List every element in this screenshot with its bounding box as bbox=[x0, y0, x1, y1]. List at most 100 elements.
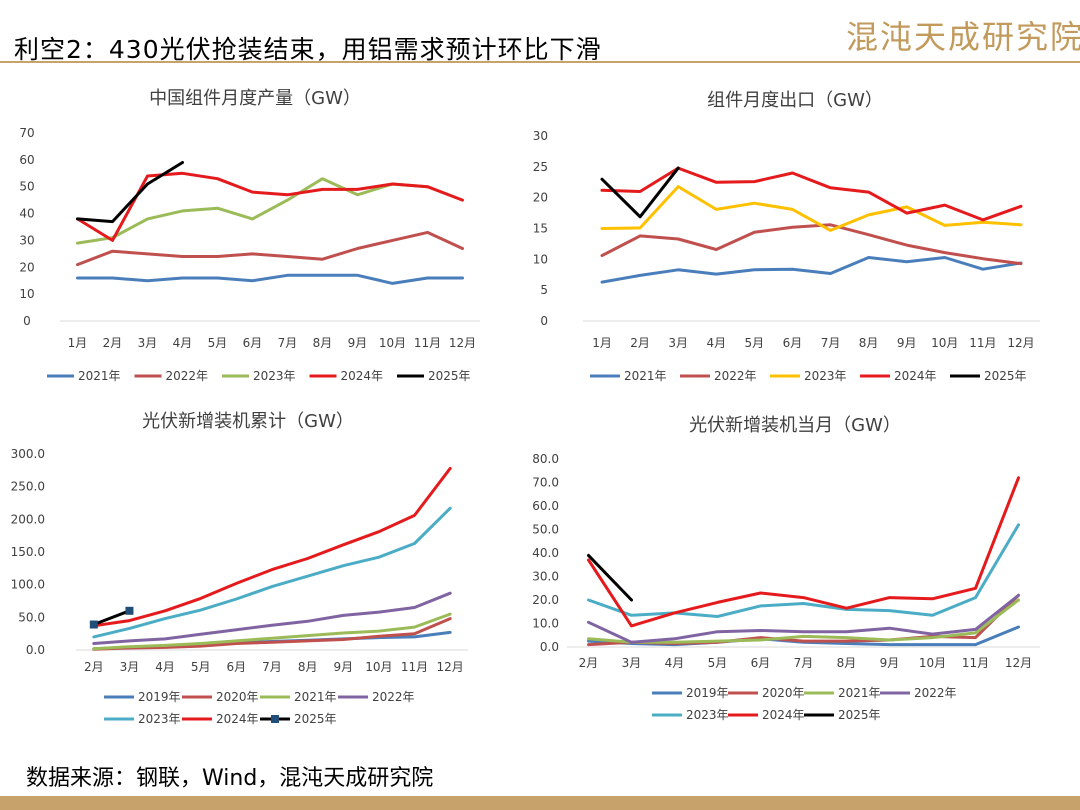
legend-label: 2022年 bbox=[714, 369, 757, 383]
y-tick-label: 300.0 bbox=[11, 447, 45, 461]
y-tick-label: 200.0 bbox=[11, 512, 45, 526]
x-tick-label: 7月 bbox=[278, 336, 298, 350]
legend-label: 2023年 bbox=[686, 708, 729, 722]
x-tick-label: 6月 bbox=[783, 336, 803, 350]
x-tick-label: 2月 bbox=[103, 336, 123, 350]
y-tick-label: 0.0 bbox=[540, 640, 559, 654]
legend-label: 2024年 bbox=[894, 369, 937, 383]
series-line-2023年 bbox=[92, 506, 452, 639]
legend-label: 2025年 bbox=[838, 708, 881, 722]
series-line-2021年 bbox=[587, 598, 1020, 644]
x-tick-label: 4月 bbox=[155, 660, 175, 674]
y-tick-label: 40.0 bbox=[532, 546, 559, 560]
legend-label: 2019年 bbox=[686, 686, 729, 700]
legend-label: 2025年 bbox=[984, 369, 1027, 383]
data-source-note: 数据来源：钢联，Wind，混沌天成研究院 bbox=[26, 766, 434, 791]
x-tick-label: 5月 bbox=[191, 660, 211, 674]
y-tick-label: 10 bbox=[533, 252, 548, 266]
legend-label: 2025年 bbox=[294, 712, 337, 726]
x-tick-label: 6月 bbox=[243, 336, 263, 350]
y-tick-label: 30.0 bbox=[532, 570, 559, 584]
legend-label: 2021年 bbox=[294, 690, 337, 704]
y-tick-label: 0 bbox=[23, 314, 31, 328]
y-tick-label: 0.0 bbox=[26, 643, 45, 657]
y-tick-label: 70 bbox=[19, 126, 34, 140]
y-tick-label: 25 bbox=[533, 160, 548, 174]
series-line-2024年 bbox=[600, 166, 1023, 222]
y-tick-label: 10.0 bbox=[532, 617, 559, 631]
series-line-2023年 bbox=[587, 523, 1020, 618]
x-tick-label: 2月 bbox=[84, 660, 104, 674]
series-marker bbox=[125, 606, 134, 615]
y-tick-label: 30 bbox=[19, 233, 34, 247]
x-tick-label: 3月 bbox=[120, 660, 140, 674]
y-tick-label: 20 bbox=[19, 260, 34, 274]
y-tick-label: 15 bbox=[533, 222, 548, 236]
x-tick-label: 9月 bbox=[333, 660, 353, 674]
x-tick-label: 11月 bbox=[414, 336, 441, 350]
page-title: 利空2：430光伏抢装结束，用铝需求预计环比下滑 bbox=[14, 35, 602, 64]
legend-marker bbox=[271, 715, 279, 723]
legend-label: 2023年 bbox=[138, 712, 181, 726]
series-line-2022年 bbox=[600, 223, 1023, 266]
x-tick-label: 5月 bbox=[208, 336, 228, 350]
x-tick-label: 7月 bbox=[794, 656, 814, 670]
series-line-2022年 bbox=[92, 591, 452, 645]
x-tick-label: 11月 bbox=[401, 660, 428, 674]
legend-label: 2020年 bbox=[216, 690, 259, 704]
x-tick-label: 1月 bbox=[68, 336, 88, 350]
legend-label: 2025年 bbox=[428, 369, 471, 383]
y-tick-label: 50 bbox=[19, 180, 34, 194]
x-tick-label: 12月 bbox=[437, 660, 464, 674]
y-tick-label: 50.0 bbox=[18, 610, 45, 624]
x-tick-label: 2月 bbox=[630, 336, 650, 350]
legend-label: 2024年 bbox=[341, 369, 384, 383]
y-tick-label: 80.0 bbox=[532, 452, 559, 466]
x-tick-label: 3月 bbox=[668, 336, 688, 350]
series-line-2021年 bbox=[600, 256, 1023, 284]
x-tick-label: 8月 bbox=[859, 336, 879, 350]
y-tick-label: 5 bbox=[540, 283, 548, 297]
series-line-2025年 bbox=[76, 161, 184, 224]
chart-title: 中国组件月度产量（GW） bbox=[149, 88, 361, 109]
legend-label: 2020年 bbox=[762, 686, 805, 700]
series-line-2024年 bbox=[587, 476, 1020, 628]
x-tick-label: 12月 bbox=[1007, 336, 1034, 350]
legend-label: 2022年 bbox=[372, 690, 415, 704]
x-tick-label: 6月 bbox=[227, 660, 247, 674]
series-marker bbox=[89, 620, 98, 629]
legend-label: 2019年 bbox=[138, 690, 181, 704]
x-tick-label: 9月 bbox=[880, 656, 900, 670]
y-tick-label: 100.0 bbox=[11, 578, 45, 592]
series-line-2023年 bbox=[76, 177, 429, 245]
x-tick-label: 6月 bbox=[751, 656, 771, 670]
series-line-2021年 bbox=[92, 612, 452, 651]
y-tick-label: 70.0 bbox=[532, 476, 559, 490]
series-line-2024年 bbox=[76, 171, 464, 242]
x-tick-label: 12月 bbox=[1005, 656, 1032, 670]
y-tick-label: 250.0 bbox=[11, 480, 45, 494]
x-tick-label: 3月 bbox=[622, 656, 642, 670]
series-line-2025年 bbox=[600, 166, 680, 219]
y-tick-label: 30 bbox=[533, 129, 548, 143]
y-tick-label: 40 bbox=[19, 207, 34, 221]
series-line-2021年 bbox=[76, 273, 464, 285]
legend-label: 2023年 bbox=[804, 369, 847, 383]
footer-bar bbox=[0, 796, 1080, 810]
x-tick-label: 8月 bbox=[313, 336, 333, 350]
x-tick-label: 9月 bbox=[348, 336, 368, 350]
x-tick-label: 10月 bbox=[931, 336, 958, 350]
legend-label: 2021年 bbox=[78, 369, 121, 383]
header-divider bbox=[0, 61, 1080, 63]
x-tick-label: 10月 bbox=[379, 336, 406, 350]
x-tick-label: 4月 bbox=[665, 656, 685, 670]
legend-label: 2021年 bbox=[624, 369, 667, 383]
series-line-2025年 bbox=[92, 609, 131, 626]
legend-label: 2023年 bbox=[253, 369, 296, 383]
y-tick-label: 0 bbox=[540, 314, 548, 328]
series-line-2020年 bbox=[92, 617, 452, 651]
x-tick-label: 5月 bbox=[708, 656, 728, 670]
y-tick-label: 50.0 bbox=[532, 523, 559, 537]
